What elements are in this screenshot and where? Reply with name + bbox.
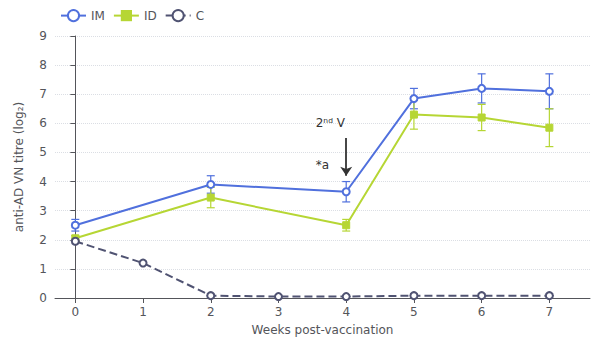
svg-text:2ⁿᵈ V: 2ⁿᵈ V [316,116,346,130]
svg-text:5: 5 [39,145,47,159]
svg-text:ID: ID [144,9,157,23]
svg-text:6: 6 [39,116,47,130]
svg-text:*a: *a [316,158,329,172]
svg-text:8: 8 [39,58,47,72]
svg-text:7: 7 [546,305,554,319]
svg-text:4: 4 [39,175,47,189]
svg-text:3: 3 [275,305,283,319]
svg-text:C: C [196,9,204,23]
svg-text:0: 0 [39,291,47,305]
svg-text:Weeks post-vaccination: Weeks post-vaccination [252,323,394,337]
svg-text:3: 3 [39,204,47,218]
svg-text:4: 4 [342,305,350,319]
svg-text:1: 1 [39,262,47,276]
svg-text:2: 2 [207,305,215,319]
svg-text:0: 0 [71,305,79,319]
svg-text:2: 2 [39,233,47,247]
svg-text:5: 5 [410,305,418,319]
svg-text:IM: IM [91,9,105,23]
svg-text:1: 1 [139,305,147,319]
svg-text:anti-AD VN titre (log₂): anti-AD VN titre (log₂) [12,102,26,232]
svg-text:6: 6 [478,305,486,319]
svg-text:9: 9 [39,29,47,43]
svg-text:7: 7 [39,87,47,101]
